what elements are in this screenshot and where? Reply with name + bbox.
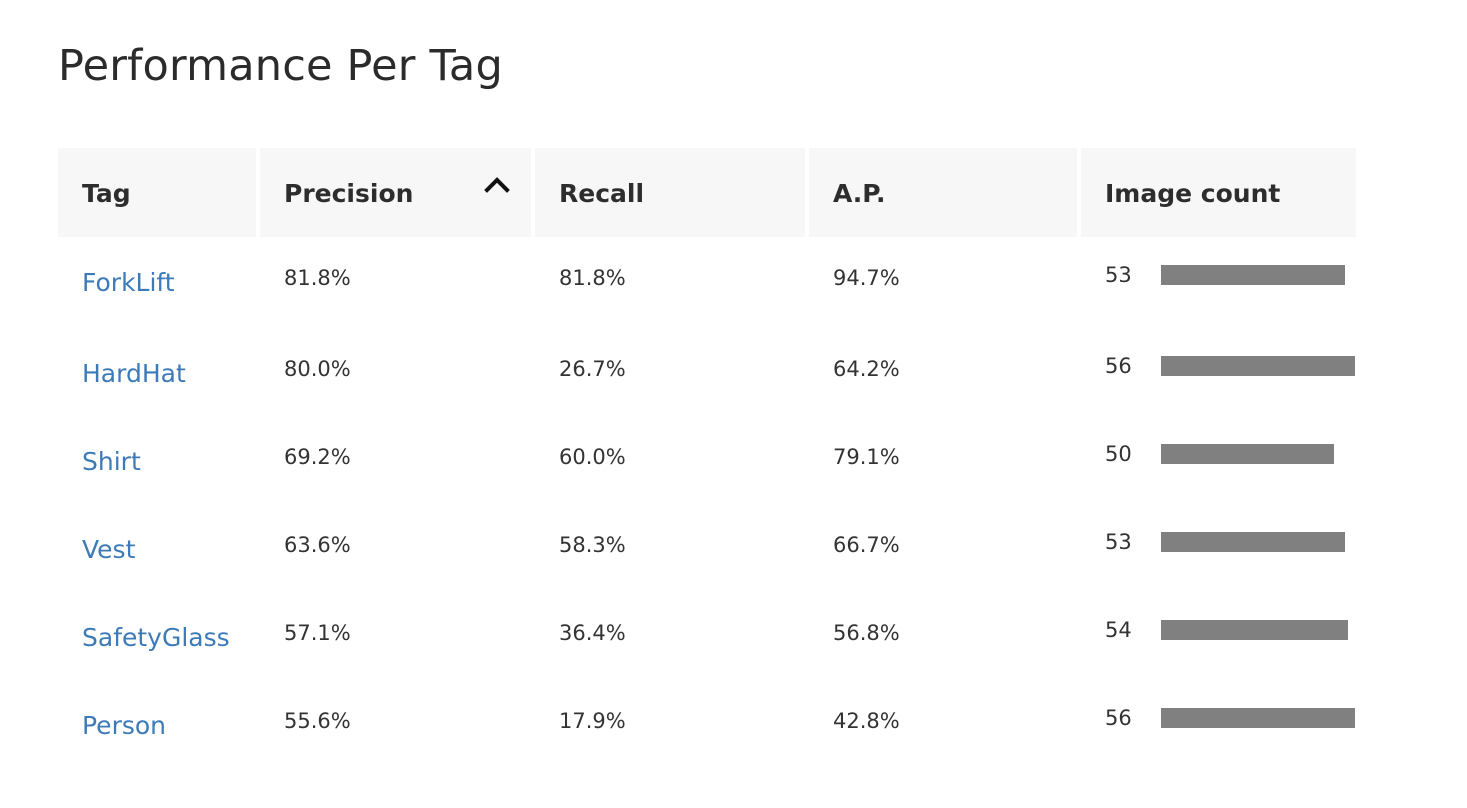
- precision-value: 63.6%: [284, 533, 351, 557]
- column-header-label: Tag: [82, 179, 131, 208]
- column-header-ap[interactable]: A.P.: [809, 148, 1077, 237]
- column-header-label: Precision: [284, 179, 414, 208]
- cell-image-count: 56: [1081, 325, 1356, 413]
- precision-value: 57.1%: [284, 621, 351, 645]
- image-count-bar: [1161, 265, 1345, 285]
- image-count-bar: [1161, 620, 1348, 640]
- cell-precision: 80.0%: [260, 325, 531, 413]
- image-count-value: 50: [1105, 442, 1132, 466]
- cell-precision: 63.6%: [260, 501, 531, 589]
- precision-value: 80.0%: [284, 357, 351, 381]
- recall-value: 17.9%: [559, 709, 626, 733]
- recall-value: 58.3%: [559, 533, 626, 557]
- image-count-bar-track: [1161, 444, 1355, 464]
- cell-tag: Shirt: [58, 413, 256, 501]
- table-row: Person 55.6% 17.9% 42.8% 56: [58, 677, 1356, 765]
- image-count-bar-track: [1161, 356, 1355, 376]
- image-count-bar-track: [1161, 532, 1355, 552]
- column-header-label: Image count: [1105, 179, 1281, 208]
- performance-table: Tag Precision Recall A.P. Image count Fo…: [58, 148, 1356, 765]
- recall-value: 81.8%: [559, 266, 626, 290]
- cell-tag: ForkLift: [58, 237, 256, 325]
- cell-image-count: 54: [1081, 589, 1356, 677]
- column-header-tag[interactable]: Tag: [58, 148, 256, 237]
- recall-value: 26.7%: [559, 357, 626, 381]
- cell-tag: HardHat: [58, 325, 256, 413]
- table-header-row: Tag Precision Recall A.P. Image count: [58, 148, 1356, 237]
- image-count-wrap: 56: [1105, 354, 1356, 384]
- tag-link[interactable]: Person: [82, 710, 167, 740]
- image-count-bar-track: [1161, 620, 1355, 640]
- cell-tag: Vest: [58, 501, 256, 589]
- cell-recall: 58.3%: [535, 501, 805, 589]
- ap-value: 79.1%: [833, 445, 900, 469]
- ap-value: 64.2%: [833, 357, 900, 381]
- cell-image-count: 50: [1081, 413, 1356, 501]
- ap-value: 66.7%: [833, 533, 900, 557]
- column-header-label: A.P.: [833, 179, 886, 208]
- image-count-wrap: 53: [1105, 263, 1356, 293]
- cell-precision: 81.8%: [260, 237, 531, 325]
- column-header-recall[interactable]: Recall: [535, 148, 805, 237]
- cell-ap: 42.8%: [809, 677, 1077, 765]
- precision-value: 81.8%: [284, 266, 351, 290]
- table-row: Shirt 69.2% 60.0% 79.1% 50: [58, 413, 1356, 501]
- table-row: Vest 63.6% 58.3% 66.7% 53: [58, 501, 1356, 589]
- cell-precision: 55.6%: [260, 677, 531, 765]
- image-count-bar-track: [1161, 265, 1355, 285]
- image-count-bar-track: [1161, 708, 1355, 728]
- image-count-bar: [1161, 532, 1345, 552]
- cell-ap: 64.2%: [809, 325, 1077, 413]
- cell-recall: 17.9%: [535, 677, 805, 765]
- recall-value: 60.0%: [559, 445, 626, 469]
- image-count-wrap: 53: [1105, 530, 1356, 560]
- table-row: SafetyGlass 57.1% 36.4% 56.8% 54: [58, 589, 1356, 677]
- image-count-wrap: 54: [1105, 618, 1356, 648]
- column-header-precision[interactable]: Precision: [260, 148, 531, 237]
- image-count-wrap: 50: [1105, 442, 1356, 472]
- column-header-label: Recall: [559, 179, 645, 208]
- ap-value: 94.7%: [833, 266, 900, 290]
- tag-link[interactable]: Shirt: [82, 446, 141, 476]
- page-title: Performance Per Tag: [58, 40, 503, 91]
- column-header-image-count[interactable]: Image count: [1081, 148, 1356, 237]
- image-count-value: 53: [1105, 530, 1132, 554]
- cell-ap: 66.7%: [809, 501, 1077, 589]
- cell-ap: 79.1%: [809, 413, 1077, 501]
- image-count-value: 53: [1105, 263, 1132, 287]
- cell-recall: 26.7%: [535, 325, 805, 413]
- image-count-value: 54: [1105, 618, 1132, 642]
- image-count-value: 56: [1105, 354, 1132, 378]
- cell-image-count: 53: [1081, 501, 1356, 589]
- recall-value: 36.4%: [559, 621, 626, 645]
- cell-ap: 56.8%: [809, 589, 1077, 677]
- ap-value: 56.8%: [833, 621, 900, 645]
- image-count-bar: [1161, 444, 1334, 464]
- table-row: HardHat 80.0% 26.7% 64.2% 56: [58, 325, 1356, 413]
- tag-link[interactable]: HardHat: [82, 358, 186, 388]
- table-row: ForkLift 81.8% 81.8% 94.7% 53: [58, 237, 1356, 325]
- chevron-up-icon[interactable]: [483, 174, 511, 194]
- image-count-value: 56: [1105, 706, 1132, 730]
- image-count-bar: [1161, 356, 1355, 376]
- cell-precision: 57.1%: [260, 589, 531, 677]
- image-count-bar: [1161, 708, 1355, 728]
- cell-recall: 36.4%: [535, 589, 805, 677]
- cell-precision: 69.2%: [260, 413, 531, 501]
- cell-ap: 94.7%: [809, 237, 1077, 325]
- cell-tag: SafetyGlass: [58, 589, 256, 677]
- image-count-wrap: 56: [1105, 706, 1356, 736]
- cell-recall: 81.8%: [535, 237, 805, 325]
- cell-tag: Person: [58, 677, 256, 765]
- precision-value: 69.2%: [284, 445, 351, 469]
- tag-link[interactable]: SafetyGlass: [82, 622, 230, 652]
- precision-value: 55.6%: [284, 709, 351, 733]
- cell-image-count: 53: [1081, 237, 1356, 325]
- tag-link[interactable]: Vest: [82, 534, 136, 564]
- table-body: ForkLift 81.8% 81.8% 94.7% 53 HardHat 80.0% 26.…: [58, 237, 1356, 765]
- cell-recall: 60.0%: [535, 413, 805, 501]
- tag-link[interactable]: ForkLift: [82, 267, 175, 297]
- cell-image-count: 56: [1081, 677, 1356, 765]
- ap-value: 42.8%: [833, 709, 900, 733]
